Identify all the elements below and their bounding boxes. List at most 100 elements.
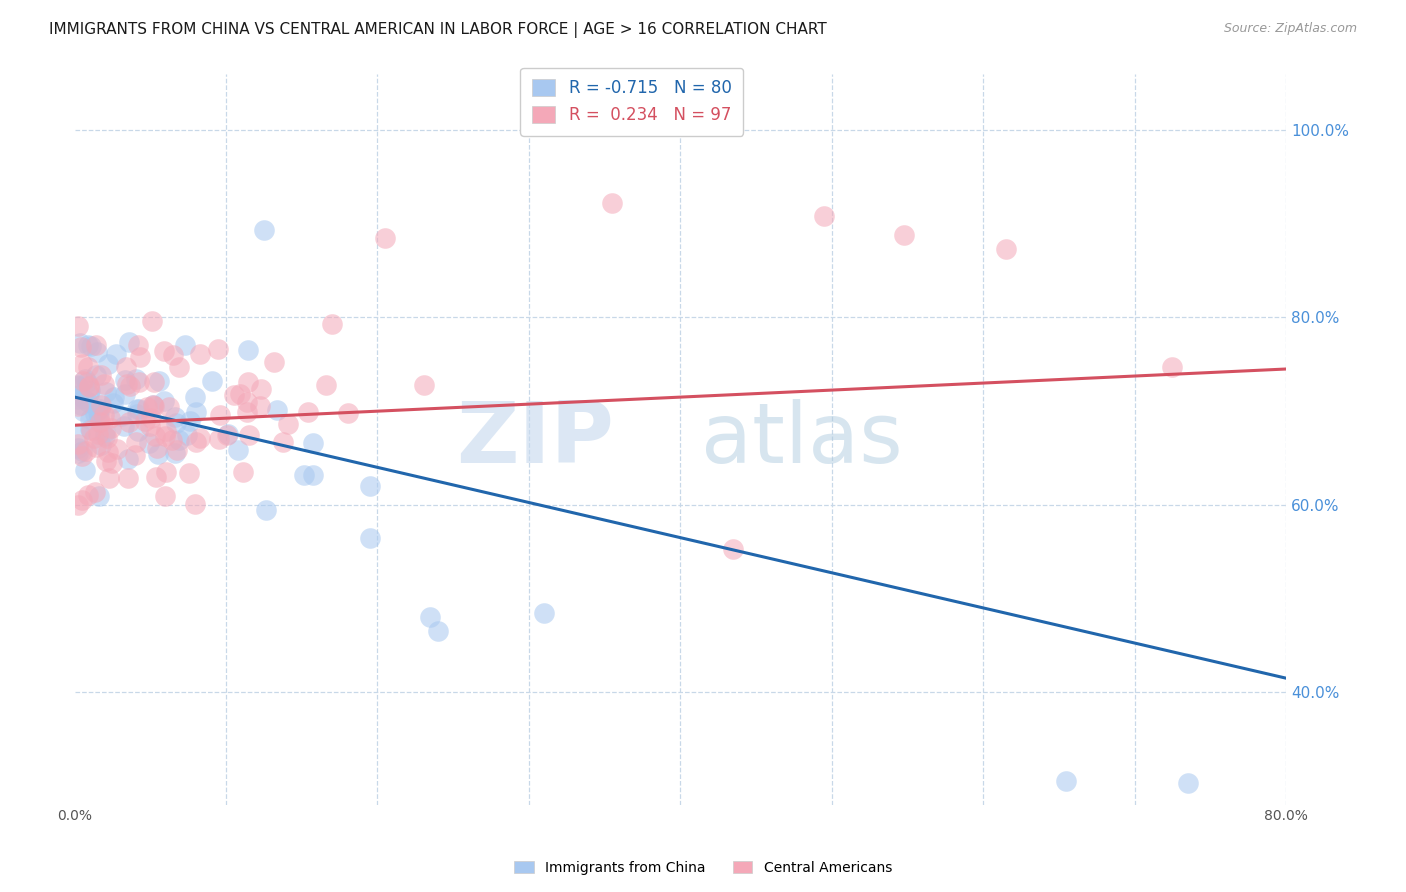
Point: [83, 431, 105, 445]
Text: atlas: atlas: [700, 399, 903, 480]
Point: [184, 434, 207, 449]
Point: [76, 375, 98, 389]
Point: [277, 417, 299, 431]
Point: [1177, 776, 1199, 790]
Point: [77, 394, 100, 409]
Point: [301, 436, 323, 450]
Point: [77, 380, 100, 394]
Point: [169, 433, 191, 447]
Point: [412, 377, 434, 392]
Point: [179, 467, 201, 481]
Point: [315, 377, 337, 392]
Point: [70, 399, 93, 413]
Point: [166, 443, 188, 458]
Legend: Immigrants from China, Central Americans: Immigrants from China, Central Americans: [509, 855, 897, 880]
Point: [229, 387, 252, 401]
Point: [94, 384, 117, 399]
Point: [69, 336, 91, 351]
Point: [321, 318, 343, 332]
Point: [176, 428, 198, 442]
Point: [66, 441, 89, 455]
Point: [72, 403, 94, 417]
Point: [139, 419, 162, 434]
Point: [125, 434, 148, 449]
Point: [190, 431, 212, 445]
Point: [70, 493, 93, 508]
Point: [148, 447, 170, 461]
Point: [146, 441, 169, 455]
Text: IMMIGRANTS FROM CHINA VS CENTRAL AMERICAN IN LABOR FORCE | AGE > 16 CORRELATION : IMMIGRANTS FROM CHINA VS CENTRAL AMERICA…: [49, 22, 827, 38]
Point: [100, 421, 122, 435]
Point: [117, 470, 139, 484]
Point: [162, 348, 184, 362]
Point: [66, 392, 89, 406]
Point: [253, 223, 276, 237]
Point: [128, 401, 150, 416]
Point: [374, 231, 396, 245]
Point: [188, 347, 211, 361]
Point: [77, 337, 100, 351]
Point: [153, 344, 176, 359]
Point: [75, 444, 97, 458]
Point: [117, 376, 139, 391]
Point: [179, 414, 201, 428]
Point: [90, 399, 112, 413]
Point: [155, 466, 177, 480]
Point: [207, 342, 229, 356]
Point: [292, 468, 315, 483]
Point: [70, 340, 93, 354]
Point: [217, 426, 239, 441]
Point: [94, 454, 117, 468]
Point: [813, 210, 835, 224]
Point: [222, 387, 245, 401]
Point: [138, 435, 160, 450]
Point: [145, 470, 167, 484]
Point: [297, 405, 319, 419]
Point: [359, 531, 381, 545]
Point: [208, 409, 231, 423]
Point: [114, 373, 136, 387]
Point: [66, 498, 89, 512]
Point: [236, 395, 259, 409]
Point: [98, 470, 121, 484]
Point: [80, 423, 103, 437]
Point: [127, 407, 149, 421]
Point: [87, 403, 110, 417]
Point: [250, 382, 273, 396]
Point: [98, 411, 121, 425]
Point: [70, 443, 93, 458]
Point: [142, 397, 165, 411]
Text: ZIP: ZIP: [456, 398, 614, 481]
Point: [93, 376, 115, 391]
Point: [201, 374, 224, 388]
Point: [236, 405, 259, 419]
Point: [72, 374, 94, 388]
Point: [184, 390, 207, 404]
Point: [80, 339, 103, 353]
Point: [114, 387, 136, 401]
Point: [142, 398, 165, 412]
Point: [1161, 360, 1184, 375]
Point: [124, 448, 146, 462]
Point: [125, 402, 148, 417]
Point: [165, 446, 187, 460]
Point: [238, 427, 260, 442]
Point: [157, 401, 180, 415]
Point: [302, 468, 325, 483]
Point: [263, 355, 285, 369]
Point: [127, 337, 149, 351]
Point: [97, 445, 120, 459]
Point: [66, 379, 89, 393]
Point: [103, 396, 125, 410]
Point: [72, 357, 94, 371]
Point: [266, 402, 288, 417]
Point: [359, 479, 381, 493]
Point: [66, 378, 89, 392]
Point: [136, 400, 159, 414]
Point: [73, 463, 96, 477]
Point: [183, 497, 205, 511]
Point: [70, 449, 93, 463]
Point: [73, 371, 96, 385]
Point: [127, 424, 149, 438]
Point: [66, 400, 89, 414]
